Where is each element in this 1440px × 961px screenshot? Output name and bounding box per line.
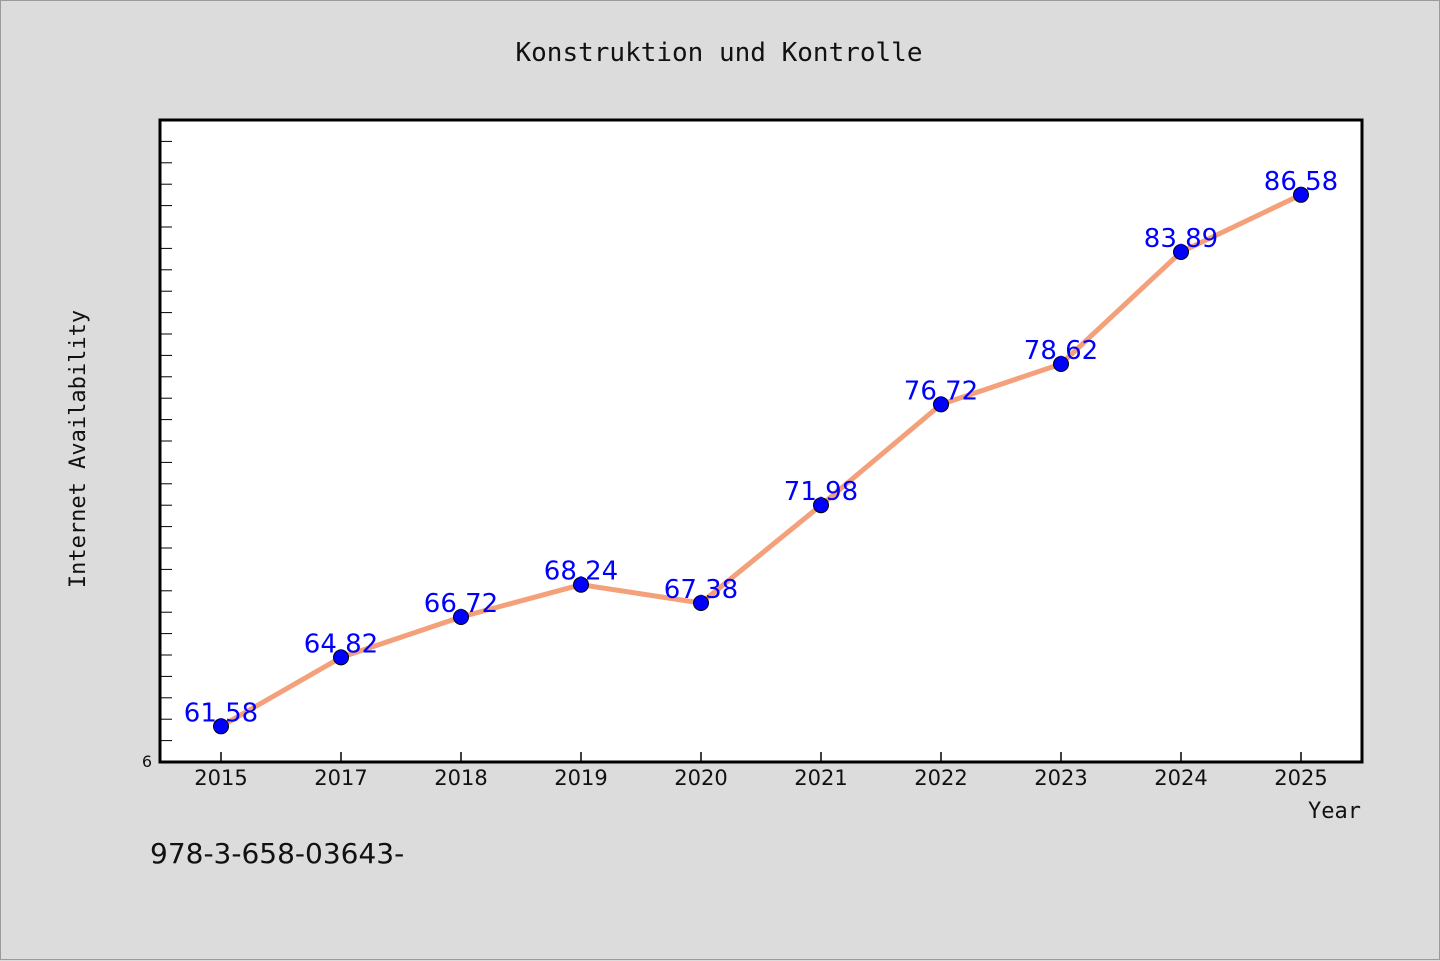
data-label: 66.72 xyxy=(424,589,498,619)
data-point xyxy=(1053,356,1069,372)
x-tick-label: 2024 xyxy=(1154,766,1207,790)
data-label: 64.82 xyxy=(304,629,378,659)
data-label: 78.62 xyxy=(1024,336,1098,366)
y-tick-label: 6 xyxy=(142,752,152,771)
y-axis-label: Internet Availability xyxy=(66,310,91,588)
data-point xyxy=(693,595,709,611)
x-tick-label: 2021 xyxy=(794,766,847,790)
data-label: 83.89 xyxy=(1144,224,1218,254)
x-tick-label: 2015 xyxy=(194,766,247,790)
x-tick-label: 2019 xyxy=(554,766,607,790)
data-label: 68.24 xyxy=(544,557,618,587)
data-point xyxy=(453,609,469,625)
data-label: 76.72 xyxy=(904,376,978,406)
x-tick-label: 2023 xyxy=(1034,766,1087,790)
data-point xyxy=(1293,186,1309,203)
x-axis-ticks: 2015 2017 2018 2019 2020 2021 2022 2023 2024 2025 xyxy=(194,752,1328,790)
x-tick-label: 2022 xyxy=(914,766,967,790)
series-line-group xyxy=(218,192,1304,729)
data-label: 67.38 xyxy=(664,575,738,605)
x-tick-label: 2020 xyxy=(674,766,727,790)
plot-area xyxy=(158,118,1364,764)
x-tick-label: 2025 xyxy=(1274,766,1327,790)
series-line xyxy=(218,192,1304,729)
y-axis-ticks xyxy=(160,140,172,742)
data-label: 61.58 xyxy=(184,698,258,728)
data-point xyxy=(573,576,589,593)
data-label: 71.98 xyxy=(784,477,858,507)
data-point xyxy=(813,497,829,514)
footnote-isbn: 978-3-658-03643- xyxy=(150,837,404,870)
data-label: 86.58 xyxy=(1264,167,1338,197)
series-markers-group xyxy=(213,186,1309,735)
data-point xyxy=(333,649,349,666)
chart-title: Konstruktion und Kontrolle xyxy=(516,38,923,68)
x-tick-label: 2018 xyxy=(434,766,487,790)
data-labels-group: 61.58 64.82 66.72 68.24 67.38 71.98 76.72 78.62… xyxy=(184,167,1338,728)
data-point xyxy=(933,396,949,413)
data-point xyxy=(213,718,229,735)
x-tick-label: 2017 xyxy=(314,766,367,790)
data-point xyxy=(1173,244,1189,260)
x-axis-label: Year xyxy=(1308,799,1361,824)
